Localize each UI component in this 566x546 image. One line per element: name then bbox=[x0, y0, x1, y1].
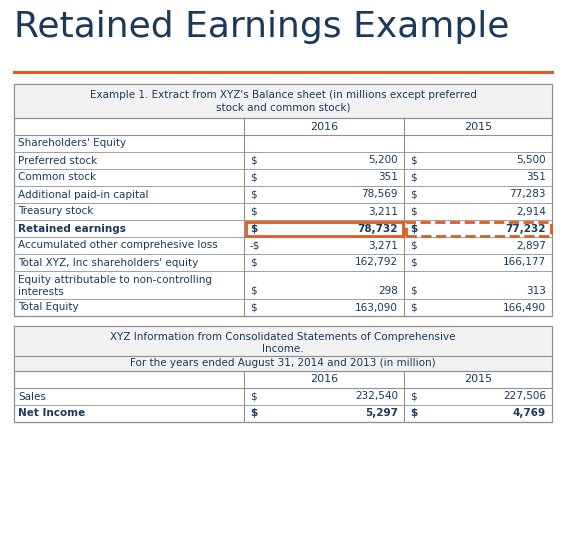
Text: 351: 351 bbox=[526, 173, 546, 182]
Text: $: $ bbox=[410, 391, 417, 401]
Text: 2015: 2015 bbox=[464, 375, 492, 384]
Text: 351: 351 bbox=[378, 173, 398, 182]
Text: 2016: 2016 bbox=[310, 122, 338, 132]
Text: Income.: Income. bbox=[262, 344, 304, 354]
Text: Treasury stock: Treasury stock bbox=[18, 206, 93, 217]
Text: $: $ bbox=[250, 189, 256, 199]
Text: Example 1. Extract from XYZ's Balance sheet (in millions except preferred: Example 1. Extract from XYZ's Balance sh… bbox=[89, 90, 477, 100]
Bar bbox=[14, 326, 552, 356]
Text: 166,490: 166,490 bbox=[503, 302, 546, 312]
Text: $: $ bbox=[250, 173, 256, 182]
Text: For the years ended August 31, 2014 and 2013 (in million): For the years ended August 31, 2014 and … bbox=[130, 359, 436, 369]
Text: 3,211: 3,211 bbox=[368, 206, 398, 217]
Text: Equity attributable to non-controlling: Equity attributable to non-controlling bbox=[18, 275, 212, 285]
Text: $: $ bbox=[410, 173, 417, 182]
Text: XYZ Information from Consolidated Statements of Comprehensive: XYZ Information from Consolidated Statem… bbox=[110, 332, 456, 342]
Text: 78,569: 78,569 bbox=[362, 189, 398, 199]
Text: 3,271: 3,271 bbox=[368, 240, 398, 251]
Text: Common stock: Common stock bbox=[18, 173, 96, 182]
Text: $: $ bbox=[250, 391, 256, 401]
Text: Total Equity: Total Equity bbox=[18, 302, 79, 312]
Text: 232,540: 232,540 bbox=[355, 391, 398, 401]
Text: interests: interests bbox=[18, 287, 64, 297]
Text: $: $ bbox=[250, 258, 256, 268]
Text: $: $ bbox=[410, 286, 417, 295]
Text: 2015: 2015 bbox=[464, 122, 492, 132]
Text: 166,177: 166,177 bbox=[503, 258, 546, 268]
Text: $: $ bbox=[250, 223, 258, 234]
Text: stock and common stock): stock and common stock) bbox=[216, 102, 350, 112]
Text: 4,769: 4,769 bbox=[513, 408, 546, 418]
Text: 5,500: 5,500 bbox=[516, 156, 546, 165]
Text: 227,506: 227,506 bbox=[503, 391, 546, 401]
Text: $: $ bbox=[250, 302, 256, 312]
Text: Retained Earnings Example: Retained Earnings Example bbox=[14, 10, 509, 44]
Bar bbox=[14, 371, 552, 388]
Text: $: $ bbox=[250, 286, 256, 295]
Text: 77,232: 77,232 bbox=[505, 223, 546, 234]
Text: 77,283: 77,283 bbox=[509, 189, 546, 199]
Text: 162,792: 162,792 bbox=[355, 258, 398, 268]
Text: Accumulated other comprehesive loss: Accumulated other comprehesive loss bbox=[18, 240, 218, 251]
Text: -$: -$ bbox=[250, 240, 260, 251]
Text: Preferred stock: Preferred stock bbox=[18, 156, 97, 165]
Bar bbox=[14, 84, 552, 316]
Bar bbox=[405, 222, 551, 235]
Bar bbox=[14, 326, 552, 422]
Bar bbox=[246, 222, 402, 235]
Text: 2,914: 2,914 bbox=[516, 206, 546, 217]
Text: $: $ bbox=[250, 408, 258, 418]
Text: Shareholders' Equity: Shareholders' Equity bbox=[18, 139, 126, 149]
Text: $: $ bbox=[410, 223, 417, 234]
Text: $: $ bbox=[410, 240, 417, 251]
Text: Additional paid-in capital: Additional paid-in capital bbox=[18, 189, 148, 199]
Text: $: $ bbox=[410, 302, 417, 312]
Text: 2,897: 2,897 bbox=[516, 240, 546, 251]
Bar bbox=[14, 356, 552, 371]
Text: $: $ bbox=[250, 206, 256, 217]
Text: Retained earnings: Retained earnings bbox=[18, 223, 126, 234]
Text: Sales: Sales bbox=[18, 391, 46, 401]
Text: Net Income: Net Income bbox=[18, 408, 85, 418]
Text: 78,732: 78,732 bbox=[358, 223, 398, 234]
Text: 163,090: 163,090 bbox=[355, 302, 398, 312]
Text: 2016: 2016 bbox=[310, 375, 338, 384]
Text: $: $ bbox=[410, 408, 417, 418]
Bar bbox=[14, 118, 552, 135]
Text: Total XYZ, Inc shareholders' equity: Total XYZ, Inc shareholders' equity bbox=[18, 258, 198, 268]
Text: $: $ bbox=[410, 206, 417, 217]
Text: 5,297: 5,297 bbox=[365, 408, 398, 418]
Text: $: $ bbox=[410, 156, 417, 165]
Text: 298: 298 bbox=[378, 286, 398, 295]
Bar bbox=[14, 84, 552, 118]
Text: 313: 313 bbox=[526, 286, 546, 295]
Text: 5,200: 5,200 bbox=[368, 156, 398, 165]
Text: $: $ bbox=[250, 156, 256, 165]
Text: $: $ bbox=[410, 189, 417, 199]
Text: $: $ bbox=[410, 258, 417, 268]
